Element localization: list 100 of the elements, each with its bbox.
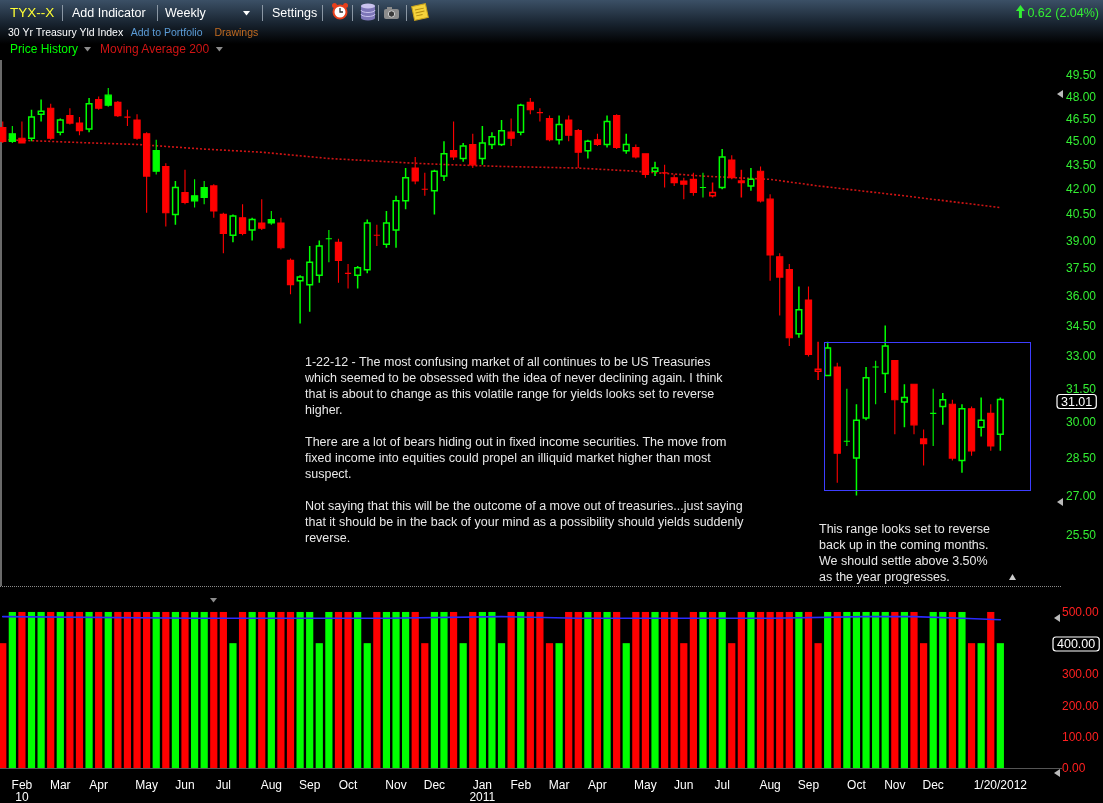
annotation: 31.01 xyxy=(1061,394,1093,409)
candlestick xyxy=(75,116,84,136)
candlestick xyxy=(334,238,343,284)
candlestick xyxy=(258,198,266,231)
candlestick xyxy=(709,181,717,199)
candlestick xyxy=(593,133,602,147)
candlestick xyxy=(977,396,985,438)
candlestick xyxy=(411,156,419,185)
candlestick xyxy=(402,167,410,211)
candlestick xyxy=(238,203,247,236)
y-tick-label: 25.50 xyxy=(1066,528,1097,543)
candlestick xyxy=(286,258,295,295)
candlestick xyxy=(133,113,141,141)
candlestick xyxy=(114,100,122,118)
candlestick xyxy=(929,388,937,447)
candlestick xyxy=(123,109,132,127)
candlestick xyxy=(843,388,851,447)
candlestick xyxy=(8,125,16,144)
candlestick xyxy=(776,252,784,317)
candlestick xyxy=(900,383,908,428)
candlestick xyxy=(325,229,333,263)
candlestick xyxy=(142,131,151,214)
candlestick xyxy=(651,160,659,177)
y-tick-label: 49.50 xyxy=(1066,68,1097,83)
candlestick xyxy=(18,121,26,144)
candlestick xyxy=(996,396,1004,452)
y-tick-label: 48.00 xyxy=(1066,89,1097,104)
candlestick xyxy=(66,107,74,126)
y-tick-label: 46.50 xyxy=(1066,111,1097,126)
y-tick-label: 30.00 xyxy=(1066,415,1097,430)
candlestick xyxy=(229,213,237,244)
candlestick xyxy=(47,103,55,141)
candlestick xyxy=(421,172,429,197)
candlestick xyxy=(277,217,285,251)
candlestick xyxy=(95,96,103,111)
y-tick-label: 0.00 xyxy=(1062,760,1086,775)
x-tick-label: 1/20/2012 xyxy=(973,778,1028,792)
y-tick-label: 37.50 xyxy=(1066,260,1097,275)
x-tick-label: Oct xyxy=(338,778,359,792)
candlestick xyxy=(603,114,611,149)
candlestick xyxy=(641,153,650,179)
candlestick xyxy=(315,239,323,284)
candlestick xyxy=(689,172,698,197)
x-tick-label: Aug xyxy=(260,778,282,792)
annotation: Not saying that this will be the outcome of a move out of treasuries...just saying that it should be in the back of your mind as a possibility should yields suddenly reverse. xyxy=(305,499,745,545)
candlestick xyxy=(430,168,438,216)
x-tick-label: Aug xyxy=(759,778,781,792)
candlestick xyxy=(171,180,179,226)
candlestick xyxy=(766,193,774,282)
candlestick xyxy=(881,324,889,394)
candlestick xyxy=(785,263,793,347)
x-tick-label: Sep xyxy=(797,778,820,792)
candlestick xyxy=(632,143,640,160)
y-tick-label: 33.00 xyxy=(1066,349,1097,364)
candlestick xyxy=(574,128,582,169)
candlestick xyxy=(795,285,803,339)
y-tick-label: 200.00 xyxy=(1062,698,1100,713)
candlestick xyxy=(354,265,362,290)
y-tick-label: 43.50 xyxy=(1066,157,1097,172)
chart-subtitle: 30 Yr Treasury Yld Index xyxy=(8,26,124,38)
candlestick xyxy=(344,263,352,289)
candlestick xyxy=(219,212,228,254)
candlestick xyxy=(919,428,928,466)
candlestick xyxy=(613,113,621,150)
y-tick-label: 300.00 xyxy=(1062,667,1100,682)
y-tick-label: 34.50 xyxy=(1066,318,1097,333)
candlestick xyxy=(363,218,371,275)
candlestick xyxy=(718,148,726,190)
candlestick xyxy=(622,132,630,155)
candlestick xyxy=(37,98,45,123)
candlestick xyxy=(824,341,832,377)
x-tick-label: Feb xyxy=(510,778,532,792)
text: Weekly xyxy=(165,6,207,20)
candlestick xyxy=(804,285,813,357)
candlestick xyxy=(469,133,477,169)
candlestick xyxy=(833,362,841,484)
candlestick xyxy=(967,405,976,457)
text: Add Indicator xyxy=(72,6,146,20)
candlestick xyxy=(162,162,170,228)
candlestick xyxy=(584,139,592,160)
candlestick xyxy=(373,224,381,247)
candlestick xyxy=(210,183,218,219)
y-tick-label: 100.00 xyxy=(1062,729,1100,744)
candlestick xyxy=(871,360,880,405)
candlestick xyxy=(27,108,36,143)
candlestick xyxy=(737,168,745,199)
candlestick xyxy=(756,165,765,204)
y-tick-label: 28.50 xyxy=(1066,451,1097,466)
candlestick xyxy=(267,210,275,226)
text: 0.62 (2.04%) xyxy=(1027,6,1099,20)
y-tick-label: 39.00 xyxy=(1066,233,1097,248)
candlestick xyxy=(382,210,390,249)
x-tick-label: May xyxy=(135,778,158,792)
candlestick xyxy=(680,177,688,200)
candlestick xyxy=(306,245,314,313)
text: Drawings xyxy=(214,26,259,38)
candlestick xyxy=(814,341,822,381)
text: Price History xyxy=(10,42,79,56)
candlestick xyxy=(536,107,544,123)
x-tick-label: Apr xyxy=(588,778,607,792)
